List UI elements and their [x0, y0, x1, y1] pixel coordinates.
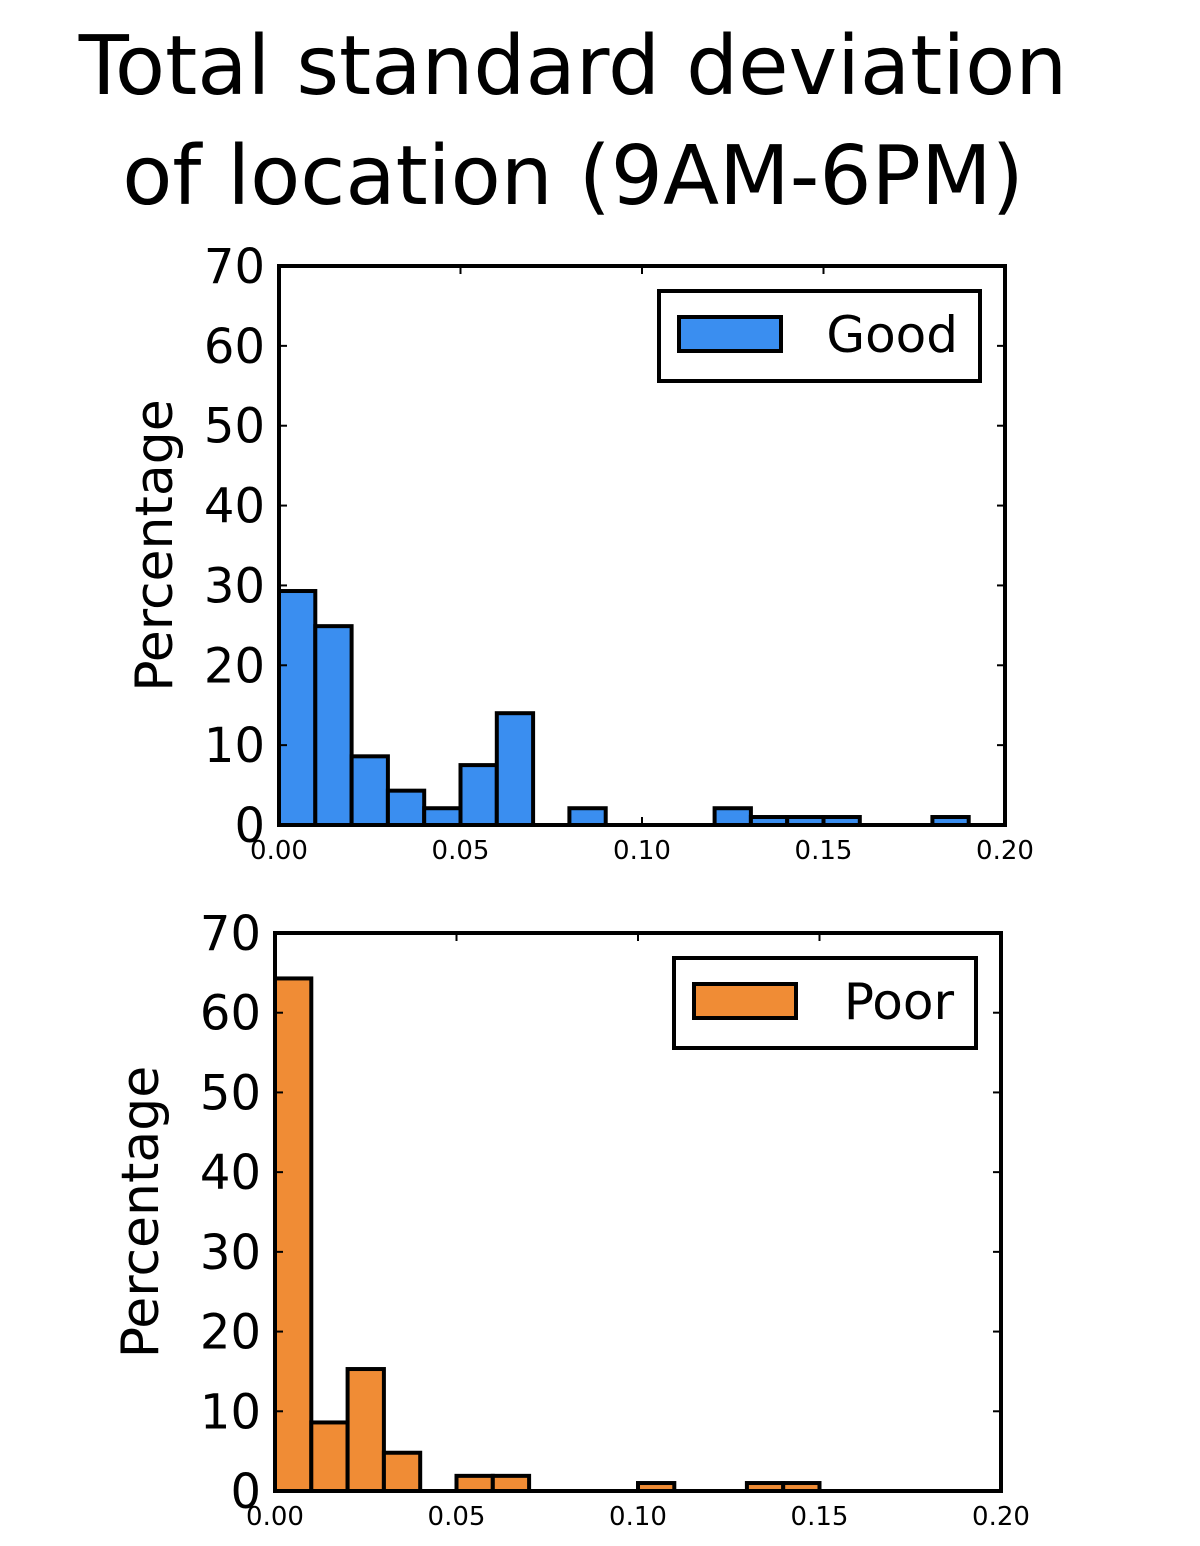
panel-1-y-tick-label: 40	[204, 479, 265, 535]
panel-2-y-tick-label: 30	[200, 1225, 261, 1281]
panel-1-histogram-bar-3	[349, 754, 390, 828]
panel-2-y-tick-label: 40	[200, 1145, 261, 1201]
panel-1-x-tick-label: 0.05	[432, 836, 490, 866]
panel-1-histogram-bar-7	[494, 711, 536, 828]
panel-1-y-tick-label: 20	[204, 638, 265, 694]
panel-1-histogram-bar-6	[458, 763, 499, 827]
panel-1-y-axis-label: Percentage	[125, 399, 185, 692]
panel-1-legend-swatch	[677, 315, 783, 353]
panel-1-histogram-bar-2	[313, 624, 354, 827]
panel-1-histogram-bar-8	[567, 806, 608, 827]
panel-2-y-tick-label: 10	[200, 1384, 261, 1440]
panel-1-histogram-bar-1	[277, 589, 318, 827]
panel-2-x-tick-label: 0.05	[428, 1502, 486, 1532]
panel-2-histogram-bar-2	[309, 1420, 350, 1493]
panel-1-y-tick-label: 0	[234, 798, 265, 854]
panel-1-y-tick-label: 50	[204, 399, 265, 455]
panel-2-histogram-bar-4	[381, 1450, 423, 1494]
panel-2-y-tick-label: 50	[200, 1065, 261, 1121]
panel-1-histogram-bar-4	[385, 788, 427, 828]
chart-title-line-1: Total standard deviation	[78, 19, 1068, 114]
panel-1-y-tick-label: 60	[204, 319, 265, 375]
panel-1-x-tick-label: 0.00	[250, 836, 308, 866]
panel-1-histogram-bar-5	[422, 806, 463, 827]
panel-2-legend-swatch	[692, 982, 798, 1020]
panel-1-x-tick-label: 0.20	[976, 836, 1034, 866]
panel-1-x-tick-label: 0.15	[795, 836, 853, 866]
chart-title: Total standard deviation of location (9A…	[0, 12, 1146, 232]
panel-1-histogram-bar-9	[712, 806, 753, 827]
panel-1-y-tick-label: 70	[204, 239, 265, 295]
panel-2-y-tick-label: 0	[230, 1464, 261, 1520]
panel-1-x-tick-label: 0.10	[613, 836, 671, 866]
panel-2-y-tick-label: 60	[200, 986, 261, 1042]
panel-1-y-tick-label: 10	[204, 718, 265, 774]
panel-2-histogram-bar-1	[273, 976, 314, 1493]
panel-2-x-tick-label: 0.00	[246, 1502, 304, 1532]
panel-1-legend-label: Good	[826, 306, 958, 364]
panel-2-x-tick-label: 0.10	[609, 1502, 667, 1532]
panel-2-x-tick-label: 0.20	[972, 1502, 1030, 1532]
panel-1-y-tick-label: 30	[204, 558, 265, 614]
panel-2-x-tick-label: 0.15	[791, 1502, 849, 1532]
panel-2-y-tick-label: 20	[200, 1305, 261, 1361]
panel-2-histogram-bar-3	[345, 1367, 386, 1493]
panel-2-histogram-bar-6	[490, 1473, 532, 1493]
panel-2-y-tick-label: 70	[200, 906, 261, 962]
panel-2-histogram-bar-5	[454, 1473, 495, 1493]
panel-2-legend-label: Poor	[844, 973, 955, 1031]
chart-title-line-2: of location (9AM-6PM)	[122, 129, 1024, 224]
panel-2-y-axis-label: Percentage	[111, 1066, 171, 1359]
